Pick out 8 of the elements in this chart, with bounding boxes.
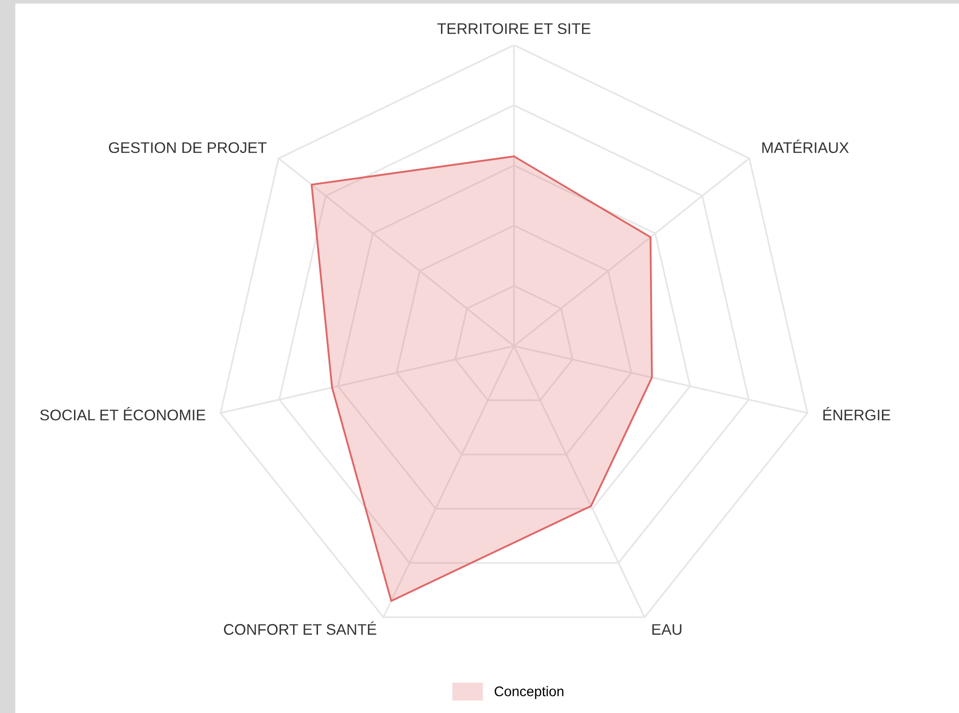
spoke-label: ÉNERGIE [823, 407, 890, 420]
spoke-label: MATÉRIAUX [762, 140, 849, 154]
spoke-label: CONFORT ET SANTÉ [224, 621, 376, 635]
legend-label: Conception [494, 686, 564, 700]
spoke-label: TERRITOIRE ET SITE [437, 23, 590, 34]
spoke-label: GESTION DE PROJET [108, 142, 267, 154]
spoke-label: EAU [652, 624, 682, 635]
spoke-label: SOCIAL ET ÉCONOMIE [40, 407, 206, 420]
